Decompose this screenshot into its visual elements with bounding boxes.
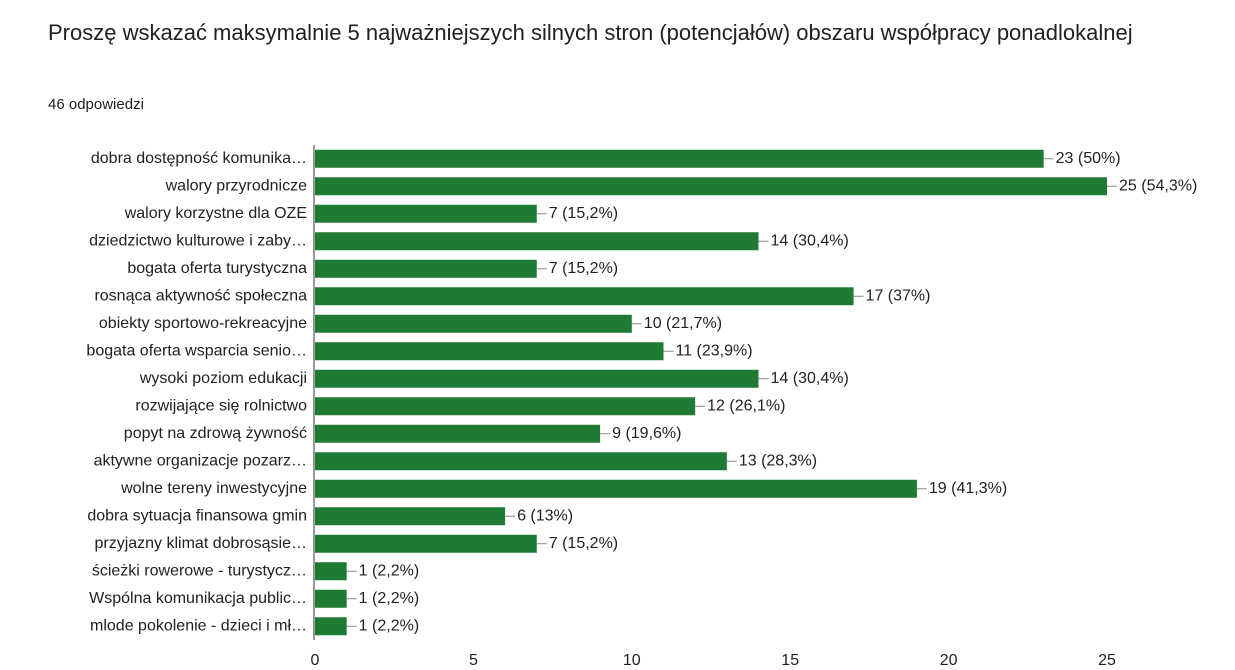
y-tick-label: obiekty sportowo-rekreacyjne <box>99 315 307 332</box>
chart-title: Proszę wskazać maksymalnie 5 najważniejs… <box>48 20 1133 45</box>
bar <box>315 507 506 526</box>
value-label: 25 (54,3%) <box>1119 177 1197 194</box>
y-tick-label: bogata oferta wsparcia senio… <box>86 342 307 359</box>
x-tick-label: 25 <box>1098 652 1116 669</box>
x-tick-label: 20 <box>940 652 958 669</box>
y-tick-label: bogata oferta turystyczna <box>127 260 307 277</box>
y-tick-label: Wspólna komunikacja public… <box>89 590 307 607</box>
y-tick-label: dobra dostępność komunika… <box>91 150 307 167</box>
bar <box>315 424 601 443</box>
x-tick-label: 15 <box>781 652 799 669</box>
bar <box>315 369 759 388</box>
bar <box>315 259 537 278</box>
value-label: 9 (19,6%) <box>612 425 681 442</box>
value-label: 13 (28,3%) <box>739 452 817 469</box>
value-label: 19 (41,3%) <box>929 480 1007 497</box>
y-tick-label: walory przyrodnicze <box>165 177 307 194</box>
bar <box>315 177 1107 196</box>
y-tick-label: aktywne organizacje pozarz… <box>94 452 307 469</box>
value-label: 12 (26,1%) <box>707 397 785 414</box>
value-label: 14 (30,4%) <box>771 232 849 249</box>
bar <box>315 342 664 361</box>
value-label: 17 (37%) <box>866 287 931 304</box>
value-label: 7 (15,2%) <box>549 260 618 277</box>
y-tick-label: wysoki poziom edukacji <box>139 370 307 387</box>
value-label: 1 (2,2%) <box>359 590 419 607</box>
value-label: 11 (23,9%) <box>675 342 752 359</box>
bar <box>315 287 854 306</box>
y-tick-label: walory korzystne dla OZE <box>124 205 307 222</box>
y-tick-label: przyjazny klimat dobrosąsie… <box>94 535 307 552</box>
value-label: 1 (2,2%) <box>359 562 419 579</box>
chart-subtitle: 46 odpowiedzi <box>48 96 144 113</box>
bar <box>315 149 1044 168</box>
bar <box>315 562 347 581</box>
y-tick-label: ścieżki rowerowe - turystycz… <box>92 562 307 579</box>
value-label: 1 (2,2%) <box>359 617 419 634</box>
x-tick-label: 10 <box>623 652 641 669</box>
value-label: 23 (50%) <box>1056 150 1121 167</box>
y-tick-label: rozwijające się rolnictwo <box>135 397 307 414</box>
x-tick-label: 0 <box>311 652 320 669</box>
y-tick-label: wolne tereny inwestycyjne <box>120 480 307 497</box>
value-label: 10 (21,7%) <box>644 315 722 332</box>
x-tick-label: 5 <box>469 652 478 669</box>
bar <box>315 314 632 333</box>
value-label: 6 (13%) <box>517 507 573 524</box>
bar <box>315 232 759 251</box>
y-tick-label: dziedzictwo kulturowe i zaby… <box>89 232 307 249</box>
bar <box>315 397 696 416</box>
value-label: 7 (15,2%) <box>549 205 618 222</box>
bar <box>315 204 537 223</box>
bar <box>315 534 537 553</box>
bar <box>315 617 347 636</box>
bar <box>315 479 917 498</box>
y-tick-label: dobra sytuacja finansowa gmin <box>87 507 307 524</box>
y-tick-label: mlode pokolenie - dzieci i mł… <box>90 617 307 634</box>
bar <box>315 452 727 471</box>
bar <box>315 589 347 608</box>
y-tick-label: popyt na zdrową żywność <box>124 425 307 442</box>
value-label: 7 (15,2%) <box>549 535 618 552</box>
value-label: 14 (30,4%) <box>771 370 849 387</box>
y-tick-label: rosnąca aktywność społeczna <box>94 287 307 304</box>
